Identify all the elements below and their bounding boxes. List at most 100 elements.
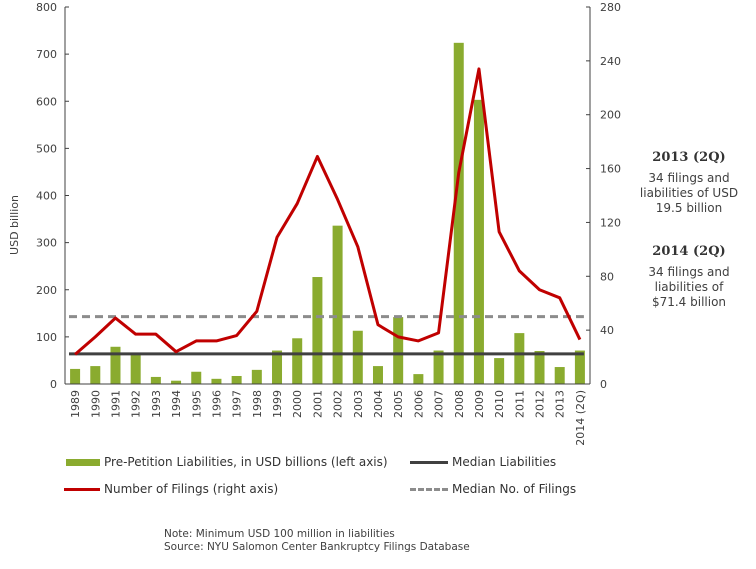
- x-tick-label: 2013: [554, 390, 567, 418]
- bar-2012: [534, 351, 545, 384]
- annotation-2013-line2: liabilities of USD: [639, 186, 739, 200]
- x-tick-label: 2002: [332, 390, 345, 418]
- bar-2011: [514, 333, 525, 384]
- median-lines-layer: [69, 315, 584, 356]
- x-tick-label: 2006: [412, 390, 425, 418]
- footnote: Note: Minimum USD 100 million in liabili…: [164, 528, 470, 554]
- bar-1998: [251, 369, 262, 384]
- annotation-2013: 2013 (2Q) 34 filings and liabilities of …: [622, 150, 756, 216]
- bar-2001: [312, 277, 323, 384]
- x-tick-label: 1996: [210, 390, 223, 418]
- legend-swatch-bar: [66, 458, 100, 466]
- source-text: Source: NYU Salomon Center Bankruptcy Fi…: [164, 541, 470, 553]
- x-tick-label: 1998: [251, 390, 264, 418]
- x-tick-label: 2001: [311, 390, 324, 418]
- x-tick-label: 1990: [89, 390, 102, 418]
- annotation-2013-line1: 34 filings and: [648, 171, 730, 185]
- right-tick-label: 120: [600, 216, 621, 229]
- bar-1994: [171, 380, 182, 384]
- legend-item-liabilities: Pre-Petition Liabilities, in USD billion…: [66, 455, 388, 469]
- x-tick-label: 1995: [190, 390, 203, 418]
- annotation-2013-heading: 2013 (2Q): [652, 150, 726, 165]
- legend-swatch-red-line: [64, 487, 100, 491]
- x-tick-label: 1989: [69, 390, 82, 418]
- annotation-2014-line3: $71.4 billion: [651, 295, 727, 309]
- right-tick-label: 40: [600, 324, 614, 337]
- legend-swatch-dark-line: [410, 460, 448, 464]
- bar-1993: [150, 376, 161, 384]
- left-tick-label: 0: [50, 378, 57, 391]
- legend-label-filings: Number of Filings (right axis): [104, 482, 279, 496]
- bar-2000: [292, 338, 303, 384]
- bar-2005: [393, 317, 404, 384]
- bar-2008: [453, 42, 464, 384]
- note-text: Note: Minimum USD 100 million in liabili…: [164, 528, 395, 540]
- x-tick-label: 1997: [231, 390, 244, 418]
- right-tick-label: 240: [600, 55, 621, 68]
- annotation-2013-line3: 19.5 billion: [655, 201, 723, 215]
- right-tick-label: 160: [600, 163, 621, 176]
- annotation-2014: 2014 (2Q) 34 filings and liabilities of …: [622, 244, 756, 310]
- x-tick-label: 2009: [473, 390, 486, 418]
- annotation-2014-heading: 2014 (2Q): [652, 244, 726, 259]
- right-tick-label: 80: [600, 270, 614, 283]
- bar-2006: [413, 374, 424, 384]
- bar-2007: [433, 350, 444, 384]
- x-tick-label: 2004: [372, 390, 385, 418]
- x-tick-label: 2012: [534, 390, 547, 418]
- x-tick-label: 2010: [493, 390, 506, 418]
- x-tick-label: 2003: [352, 390, 365, 418]
- bar-2010: [494, 358, 505, 384]
- filings-line: [74, 67, 582, 356]
- x-tick-label: 2011: [513, 390, 526, 418]
- x-tick-label: 1993: [150, 390, 163, 418]
- annotation-2014-line2: liabilities of: [654, 280, 724, 294]
- left-tick-label: 800: [36, 1, 57, 14]
- bar-2003: [352, 330, 363, 384]
- left-tick-label: 600: [36, 95, 57, 108]
- x-tick-label: 2014 (2Q): [574, 390, 587, 446]
- left-tick-label: 400: [36, 190, 57, 203]
- legend-item-median-liabilities: Median Liabilities: [410, 455, 556, 469]
- right-tick-label: 280: [600, 1, 621, 14]
- bar-1997: [231, 375, 242, 384]
- bars-layer: [70, 42, 585, 385]
- legend-swatch-dashed-line: [410, 487, 448, 491]
- bar-1996: [211, 378, 222, 384]
- bar-2013: [554, 367, 565, 384]
- legend-label-median-filings: Median No. of Filings: [452, 482, 577, 496]
- filings-line-layer: [74, 67, 582, 356]
- x-tick-label: 1991: [109, 390, 122, 418]
- x-tick-label: 1992: [130, 390, 143, 418]
- right-tick-label: 0: [600, 378, 607, 391]
- bar-1991: [110, 346, 121, 384]
- legend-item-median-filings: Median No. of Filings: [410, 482, 576, 496]
- bar-1999: [272, 350, 283, 384]
- left-tick-label: 200: [36, 284, 57, 297]
- legend-label-median-liabilities: Median Liabilities: [452, 455, 557, 469]
- left-tick-label: 100: [36, 331, 57, 344]
- axes-layer: 0100200300400500600700800040801201602002…: [36, 1, 621, 446]
- x-tick-label: 1999: [271, 390, 284, 418]
- x-tick-label: 2005: [392, 390, 405, 418]
- annotation-2014-line1: 34 filings and: [648, 265, 730, 279]
- x-tick-label: 2000: [291, 390, 304, 418]
- bar-2009: [473, 99, 484, 385]
- bar-1995: [191, 371, 202, 384]
- bar-2002: [332, 225, 343, 384]
- bar-1992: [130, 353, 141, 384]
- y-axis-title: USD billion: [8, 195, 21, 255]
- bar-2014-2Q-: [574, 350, 585, 384]
- x-tick-label: 2008: [453, 390, 466, 418]
- x-tick-label: 1994: [170, 390, 183, 418]
- left-tick-label: 300: [36, 237, 57, 250]
- bar-2004: [372, 366, 383, 384]
- bar-1989: [70, 368, 81, 384]
- legend-label-liabilities: Pre-Petition Liabilities, in USD billion…: [104, 455, 388, 469]
- left-tick-label: 700: [36, 48, 57, 61]
- right-tick-label: 200: [600, 109, 621, 122]
- left-tick-label: 500: [36, 142, 57, 155]
- bar-1990: [90, 366, 101, 384]
- chart: 0100200300400500600700800040801201602002…: [8, 1, 621, 446]
- legend-item-filings: Number of Filings (right axis): [64, 482, 278, 496]
